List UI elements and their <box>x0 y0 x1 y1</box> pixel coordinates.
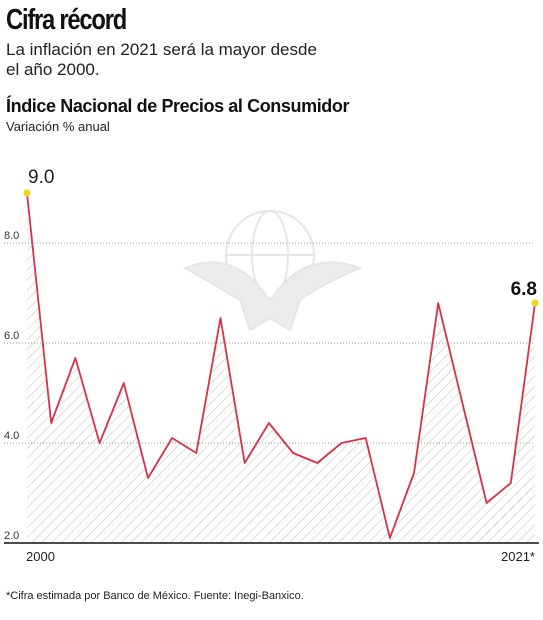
data-point-marker <box>23 189 31 197</box>
y-tick-label: 8.0 <box>4 230 19 242</box>
data-point-marker <box>531 299 539 307</box>
chart-title: Índice Nacional de Precios al Consumidor <box>6 96 350 116</box>
data-labels: 9.0 6.8 <box>28 167 537 300</box>
series-line <box>26 192 536 539</box>
page-subtitle: La inflación en 2021 será la mayor desde… <box>6 40 317 79</box>
x-axis: 2000 2021* <box>26 549 535 564</box>
y-tick-label: 2.0 <box>4 530 19 542</box>
data-markers <box>23 189 539 307</box>
data-label-first: 9.0 <box>28 167 54 188</box>
source-footnote: *Cifra estimada por Banco de México. Fue… <box>6 590 304 602</box>
y-tick-label: 4.0 <box>4 430 19 442</box>
x-tick-label: 2021* <box>501 549 535 564</box>
chart-subtitle: Variación % anual <box>6 119 110 134</box>
x-tick-label: 2000 <box>26 549 55 564</box>
y-axis: 2.0 4.0 6.0 8.0 <box>4 230 19 542</box>
page-title: Cifra récord <box>6 4 127 36</box>
eagle-watermark-icon <box>182 210 363 332</box>
y-tick-label: 6.0 <box>4 330 19 342</box>
data-label-last: 6.8 <box>511 279 537 300</box>
series-area <box>27 193 535 543</box>
